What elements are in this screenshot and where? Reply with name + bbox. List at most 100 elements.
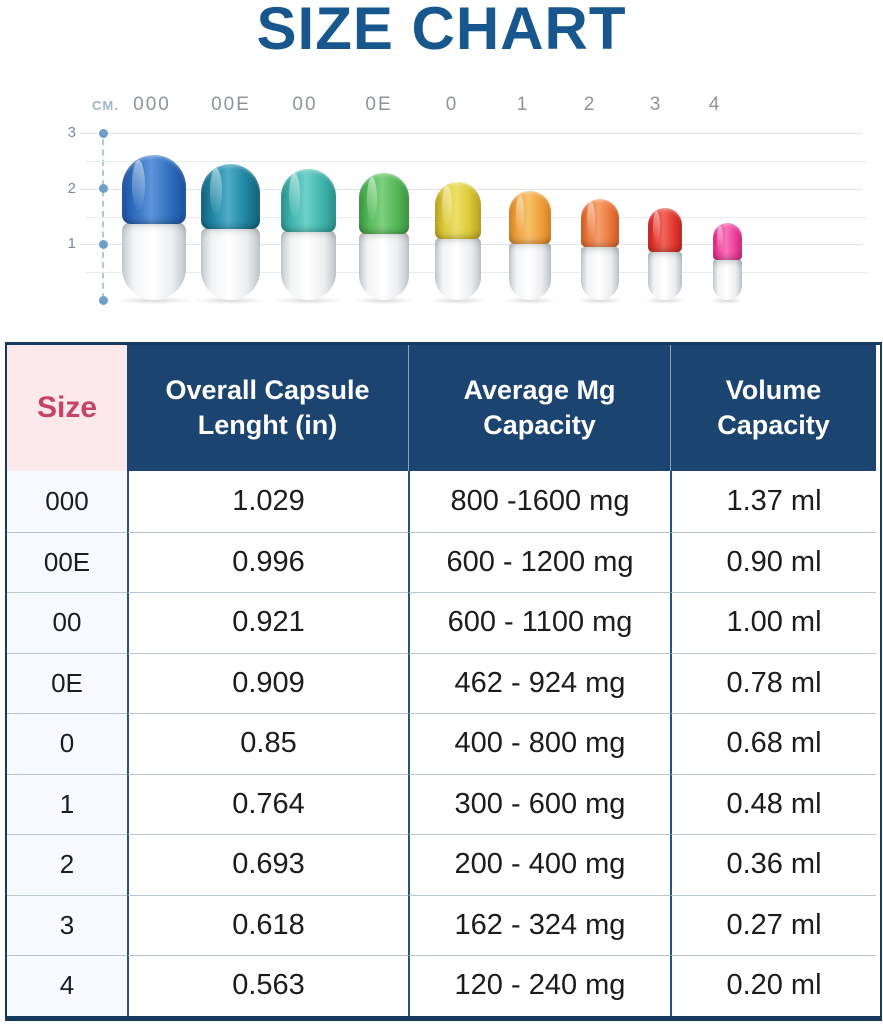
table-cell-r5-c1: 0.764 (127, 773, 408, 834)
table-cell-r8-c1: 0.563 (127, 955, 408, 1016)
capsule-4 (712, 223, 742, 300)
table-cell-r1-c3: 0.90 ml (670, 531, 876, 592)
capsule-size-table: Size Overall Capsule Lenght (in) Average M… (5, 342, 882, 1021)
table-cell-r1-c1: 0.996 (127, 531, 408, 592)
capsule-cap-00E (200, 163, 260, 230)
table-cell-r5-c0: 1 (7, 773, 127, 834)
capsule-shadow-00 (264, 296, 352, 305)
table-cell-r7-c0: 3 (7, 894, 127, 955)
table-cell-r7-c2: 162 - 324 mg (408, 894, 670, 955)
axis-unit-label: CM. (92, 98, 119, 113)
capsule-glare-00E (209, 168, 222, 216)
y-tick-label-2: 2 (67, 179, 76, 197)
table-cell-r3-c1: 0.909 (127, 652, 408, 713)
capsule-cap-0 (435, 182, 481, 239)
table-cell-r1-c0: 00E (7, 531, 127, 592)
capsule-size-chart: CM. 3 2 1 000 00E 00 0E 0 1 2 3 4 (0, 85, 883, 342)
capsule-glare-000 (132, 159, 146, 210)
capsule-body-00E (200, 227, 260, 300)
capsule-size-label-2: 2 (583, 94, 597, 115)
capsule-size-label-1: 1 (516, 94, 530, 115)
capsule-cap-2 (581, 198, 619, 248)
capsule-00 (280, 168, 336, 300)
table-cell-r3-c2: 462 - 924 mg (408, 652, 670, 713)
y-tick-label-3: 3 (67, 124, 76, 141)
axis-dot-2cm (99, 184, 108, 194)
table-cell-r4-c0: 0 (7, 713, 127, 774)
capsule-shadow-3 (637, 296, 693, 305)
capsule-size-label-0: 0 (445, 94, 459, 115)
axis-dot-1cm (99, 239, 108, 249)
capsule-glare-00 (289, 173, 301, 219)
capsule-body-1 (509, 241, 551, 300)
capsule-glare-1 (515, 195, 525, 233)
capsule-body-00 (280, 229, 336, 300)
capsule-cap-0E (359, 173, 409, 234)
y-axis-dashed-line (102, 129, 104, 299)
table-cell-r4-c3: 0.68 ml (670, 713, 876, 774)
capsule-shadow-2 (569, 296, 631, 305)
table-cell-r7-c1: 0.618 (127, 894, 408, 955)
table-cell-r2-c0: 00 (7, 592, 127, 653)
capsule-size-label-00: 00 (292, 94, 318, 115)
gridline-2.5cm (86, 160, 868, 162)
column-header-1: Overall Capsule Lenght (in) (127, 345, 408, 471)
table-cell-r8-c3: 0.20 ml (670, 955, 876, 1016)
capsule-glare-0E (367, 177, 377, 222)
capsule-cap-3 (648, 207, 682, 252)
column-header-size: Size (7, 345, 127, 471)
table-cell-r3-c3: 0.78 ml (670, 652, 876, 713)
capsule-size-label-00E: 00E (211, 94, 251, 115)
capsule-cap-1 (509, 191, 551, 244)
table-cell-r6-c3: 0.36 ml (670, 834, 876, 895)
capsule-size-label-0E: 0E (365, 94, 393, 115)
table-cell-r0-c2: 800 -1600 mg (408, 471, 670, 532)
column-header-2: Average Mg Capacity (408, 345, 670, 471)
capsule-size-label-000: 000 (133, 94, 171, 115)
table-cell-r7-c3: 0.27 ml (670, 894, 876, 955)
capsule-body-0E (359, 232, 409, 300)
capsule-size-label-4: 4 (708, 94, 722, 115)
table-cell-r6-c2: 200 - 400 mg (408, 834, 670, 895)
table-cell-r2-c3: 1.00 ml (670, 592, 876, 653)
column-header-3: Volume Capacity (670, 345, 876, 471)
table-cell-r3-c0: 0E (7, 652, 127, 713)
table-cell-r8-c2: 120 - 240 mg (408, 955, 670, 1016)
capsule-shadow-0 (421, 296, 495, 305)
table-cell-r4-c1: 0.85 (127, 713, 408, 774)
table-cell-r1-c2: 600 - 1200 mg (408, 531, 670, 592)
capsule-body-000 (122, 222, 186, 300)
axis-dot-3cm (99, 128, 108, 138)
capsule-glare-4 (717, 225, 723, 253)
capsule-1 (509, 191, 551, 300)
capsule-shadow-000 (102, 296, 206, 305)
capsule-shadow-0E (344, 296, 424, 305)
capsule-shadow-00E (182, 296, 278, 305)
capsule-body-3 (648, 250, 682, 300)
table-cell-r6-c1: 0.693 (127, 834, 408, 895)
capsule-0 (435, 182, 481, 300)
capsule-2 (581, 198, 619, 300)
table-cell-r6-c0: 2 (7, 834, 127, 895)
table-cell-r8-c0: 4 (7, 955, 127, 1016)
capsule-cap-00 (280, 168, 336, 232)
table-cell-r0-c1: 1.029 (127, 471, 408, 532)
capsule-cap-4 (712, 223, 742, 261)
capsule-glare-2 (587, 202, 595, 238)
capsule-glare-0 (442, 185, 452, 227)
table-cell-r5-c3: 0.48 ml (670, 773, 876, 834)
table-cell-r0-c0: 000 (7, 471, 127, 532)
capsule-shadow-1 (496, 296, 564, 305)
capsule-shadow-4 (703, 296, 751, 305)
table-cell-r5-c2: 300 - 600 mg (408, 773, 670, 834)
capsule-body-4 (712, 258, 742, 300)
y-tick-label-1: 1 (67, 235, 76, 253)
page-title: SIZE CHART (256, 0, 627, 62)
capsule-cap-000 (122, 154, 186, 225)
capsule-glare-3 (653, 210, 661, 243)
axis-dot-0cm (99, 295, 108, 305)
table-cell-r4-c2: 400 - 800 mg (408, 713, 670, 774)
table-cell-r2-c2: 600 - 1100 mg (408, 592, 670, 653)
capsule-00E (200, 163, 260, 300)
capsule-body-0 (435, 236, 481, 300)
